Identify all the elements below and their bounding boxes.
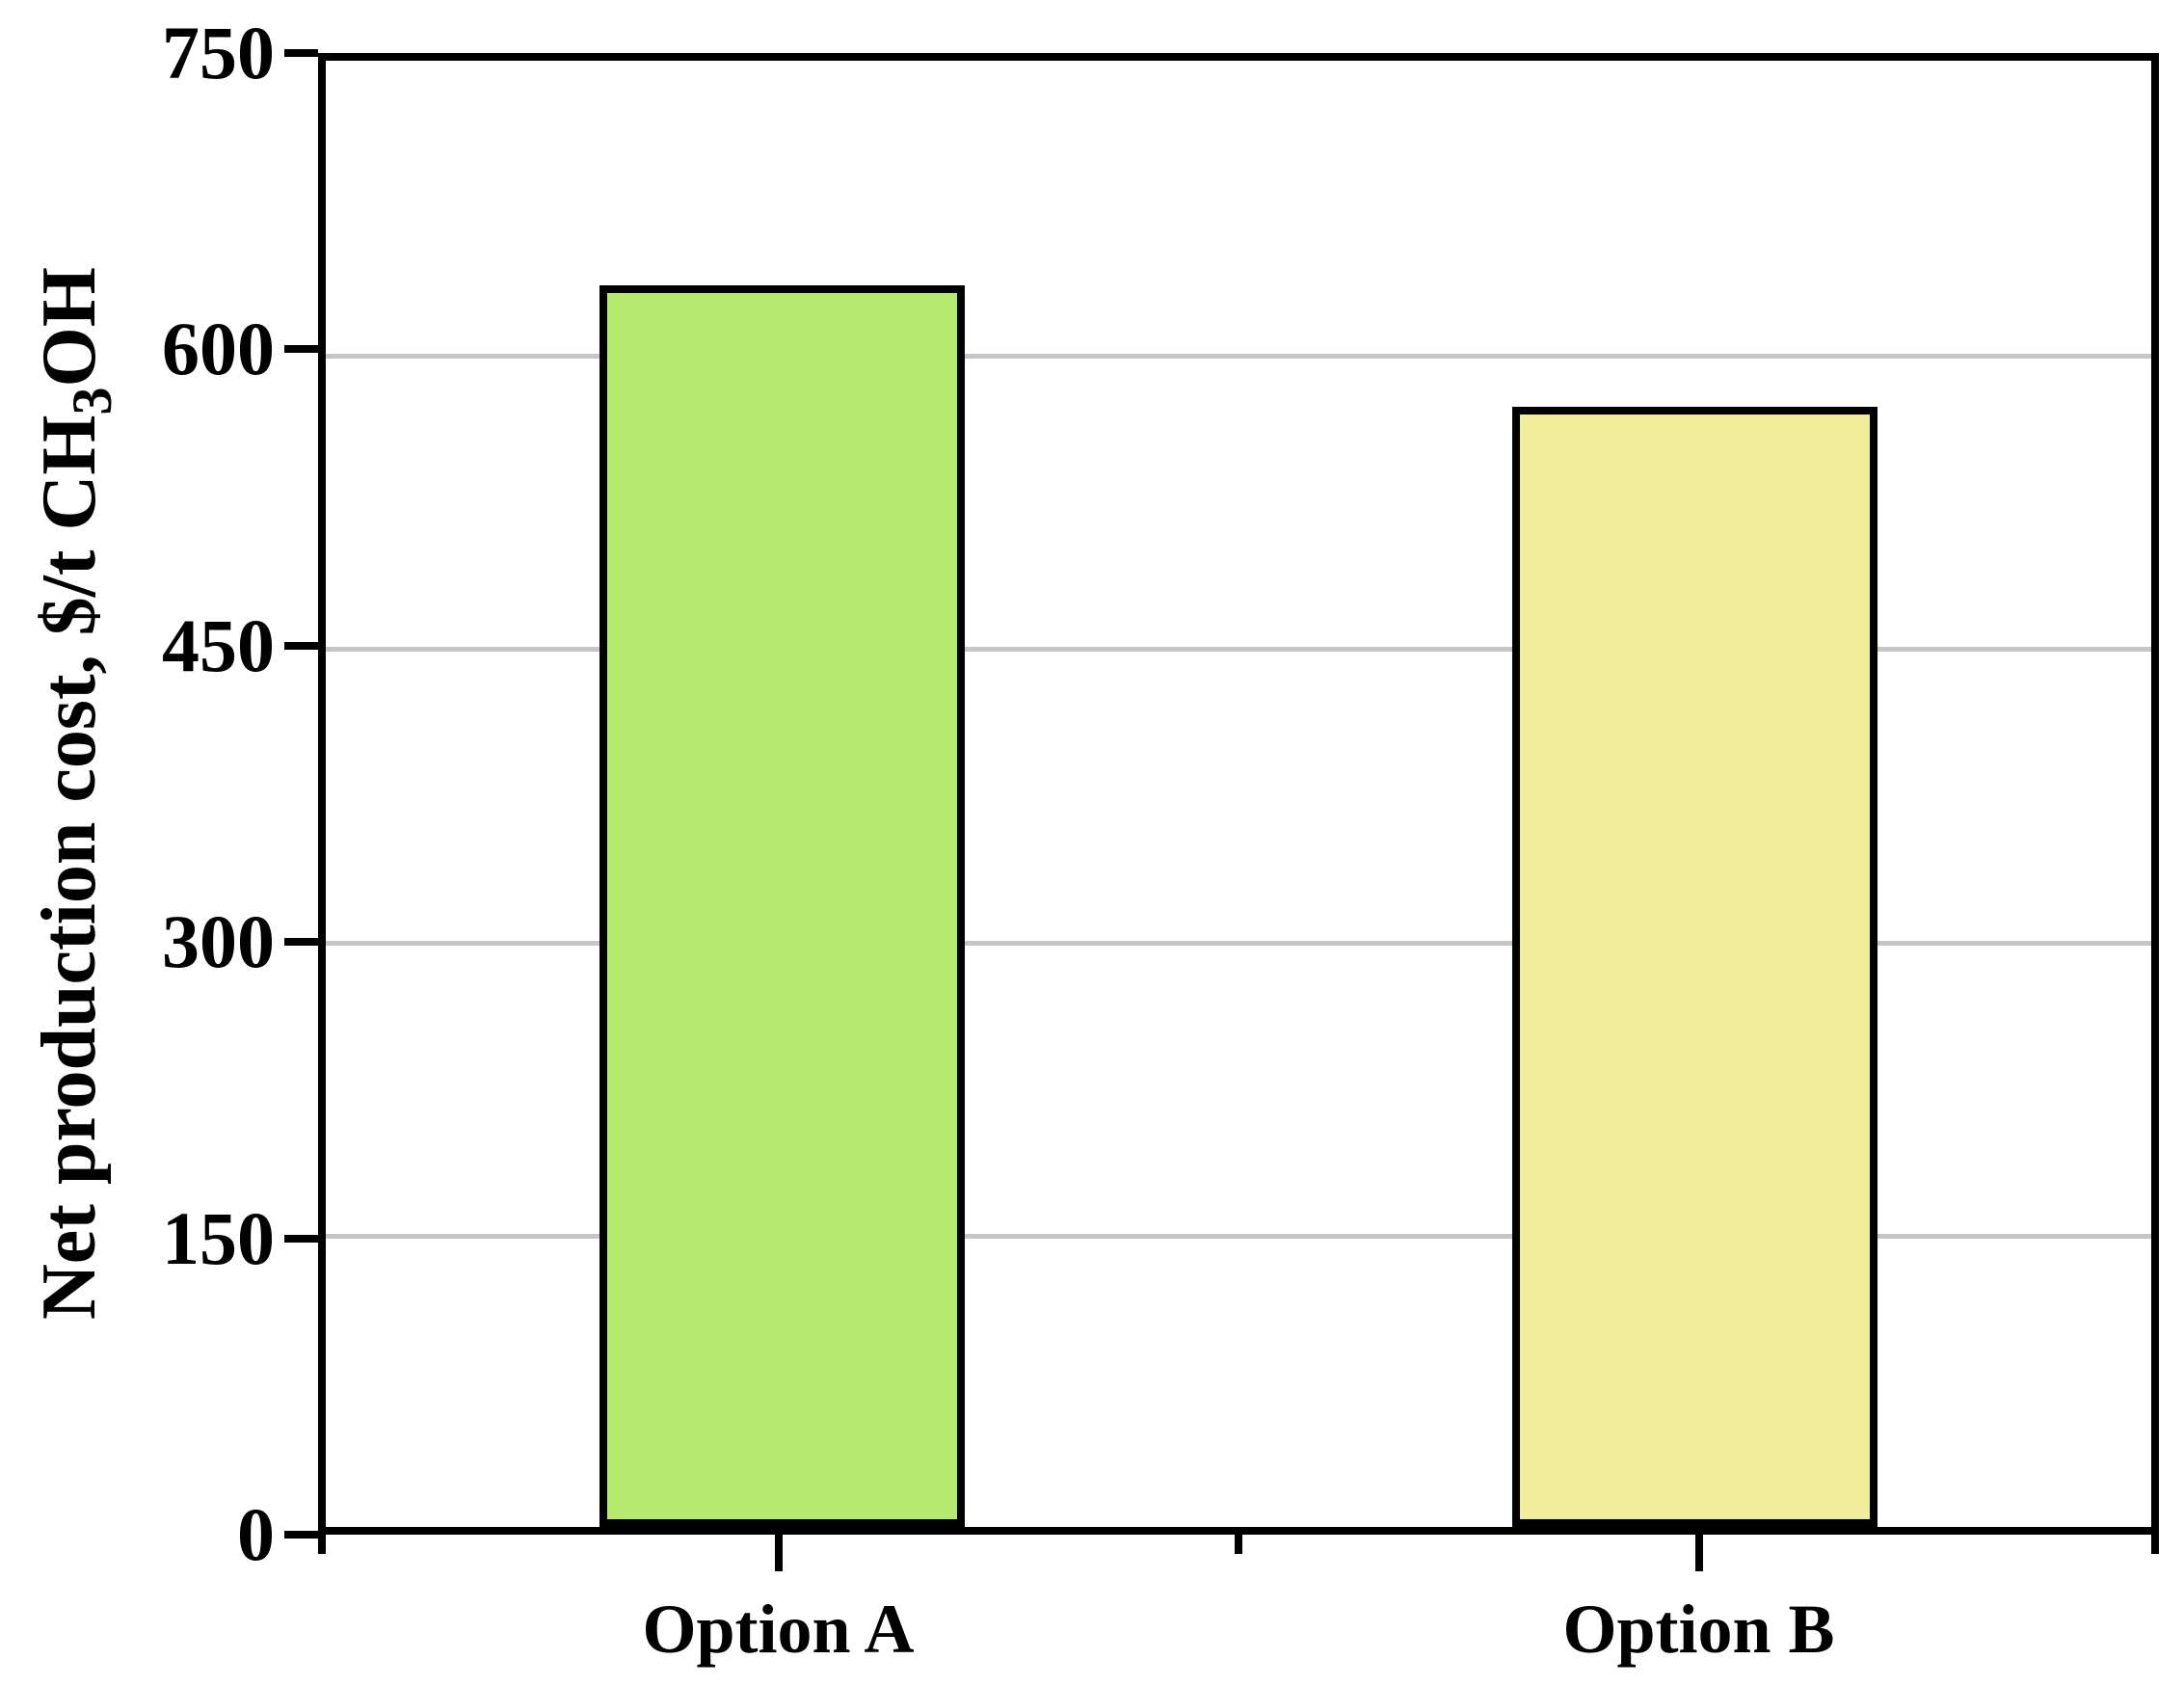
gridline-450 bbox=[326, 647, 2151, 653]
x-axis-minor-tick bbox=[318, 1535, 326, 1554]
y-axis-title: Net production cost, $/t CH3OH bbox=[27, 267, 123, 1320]
y-axis-tick-150 bbox=[284, 1234, 318, 1243]
y-axis-tick-300 bbox=[284, 938, 318, 947]
y-axis-tick-label-750: 750 bbox=[162, 11, 275, 94]
y-axis-tick-label-600: 600 bbox=[162, 307, 275, 391]
x-axis-major-tick-option-a bbox=[774, 1535, 783, 1571]
y-axis-title-subscript: 3 bbox=[61, 387, 123, 415]
bar-option-a bbox=[599, 285, 965, 1527]
y-axis-tick-label-0: 0 bbox=[237, 1492, 275, 1576]
y-axis-tick-label-150: 150 bbox=[162, 1195, 275, 1280]
x-axis-major-tick-option-b bbox=[1694, 1535, 1703, 1571]
y-axis-tick-750 bbox=[284, 49, 318, 57]
x-axis-minor-tick bbox=[1235, 1535, 1242, 1554]
gridline-600 bbox=[326, 354, 2151, 360]
plot-area bbox=[318, 53, 2159, 1535]
y-axis-tick-label-300: 300 bbox=[162, 899, 275, 984]
gridline-150 bbox=[326, 1233, 2151, 1239]
x-axis-minor-tick bbox=[2151, 1535, 2159, 1554]
y-axis-tick-label-450: 450 bbox=[162, 602, 275, 687]
y-axis-title-prefix: Net production cost, $/t CH bbox=[27, 415, 112, 1320]
x-category-label-option-a: Option A bbox=[642, 1591, 915, 1668]
y-axis-tick-0 bbox=[284, 1531, 318, 1539]
y-axis-tick-600 bbox=[284, 345, 318, 354]
x-category-label-option-b: Option B bbox=[1562, 1591, 1835, 1668]
y-axis-tick-450 bbox=[284, 641, 318, 650]
bar-option-b bbox=[1512, 406, 1878, 1527]
gridline-300 bbox=[326, 940, 2151, 946]
